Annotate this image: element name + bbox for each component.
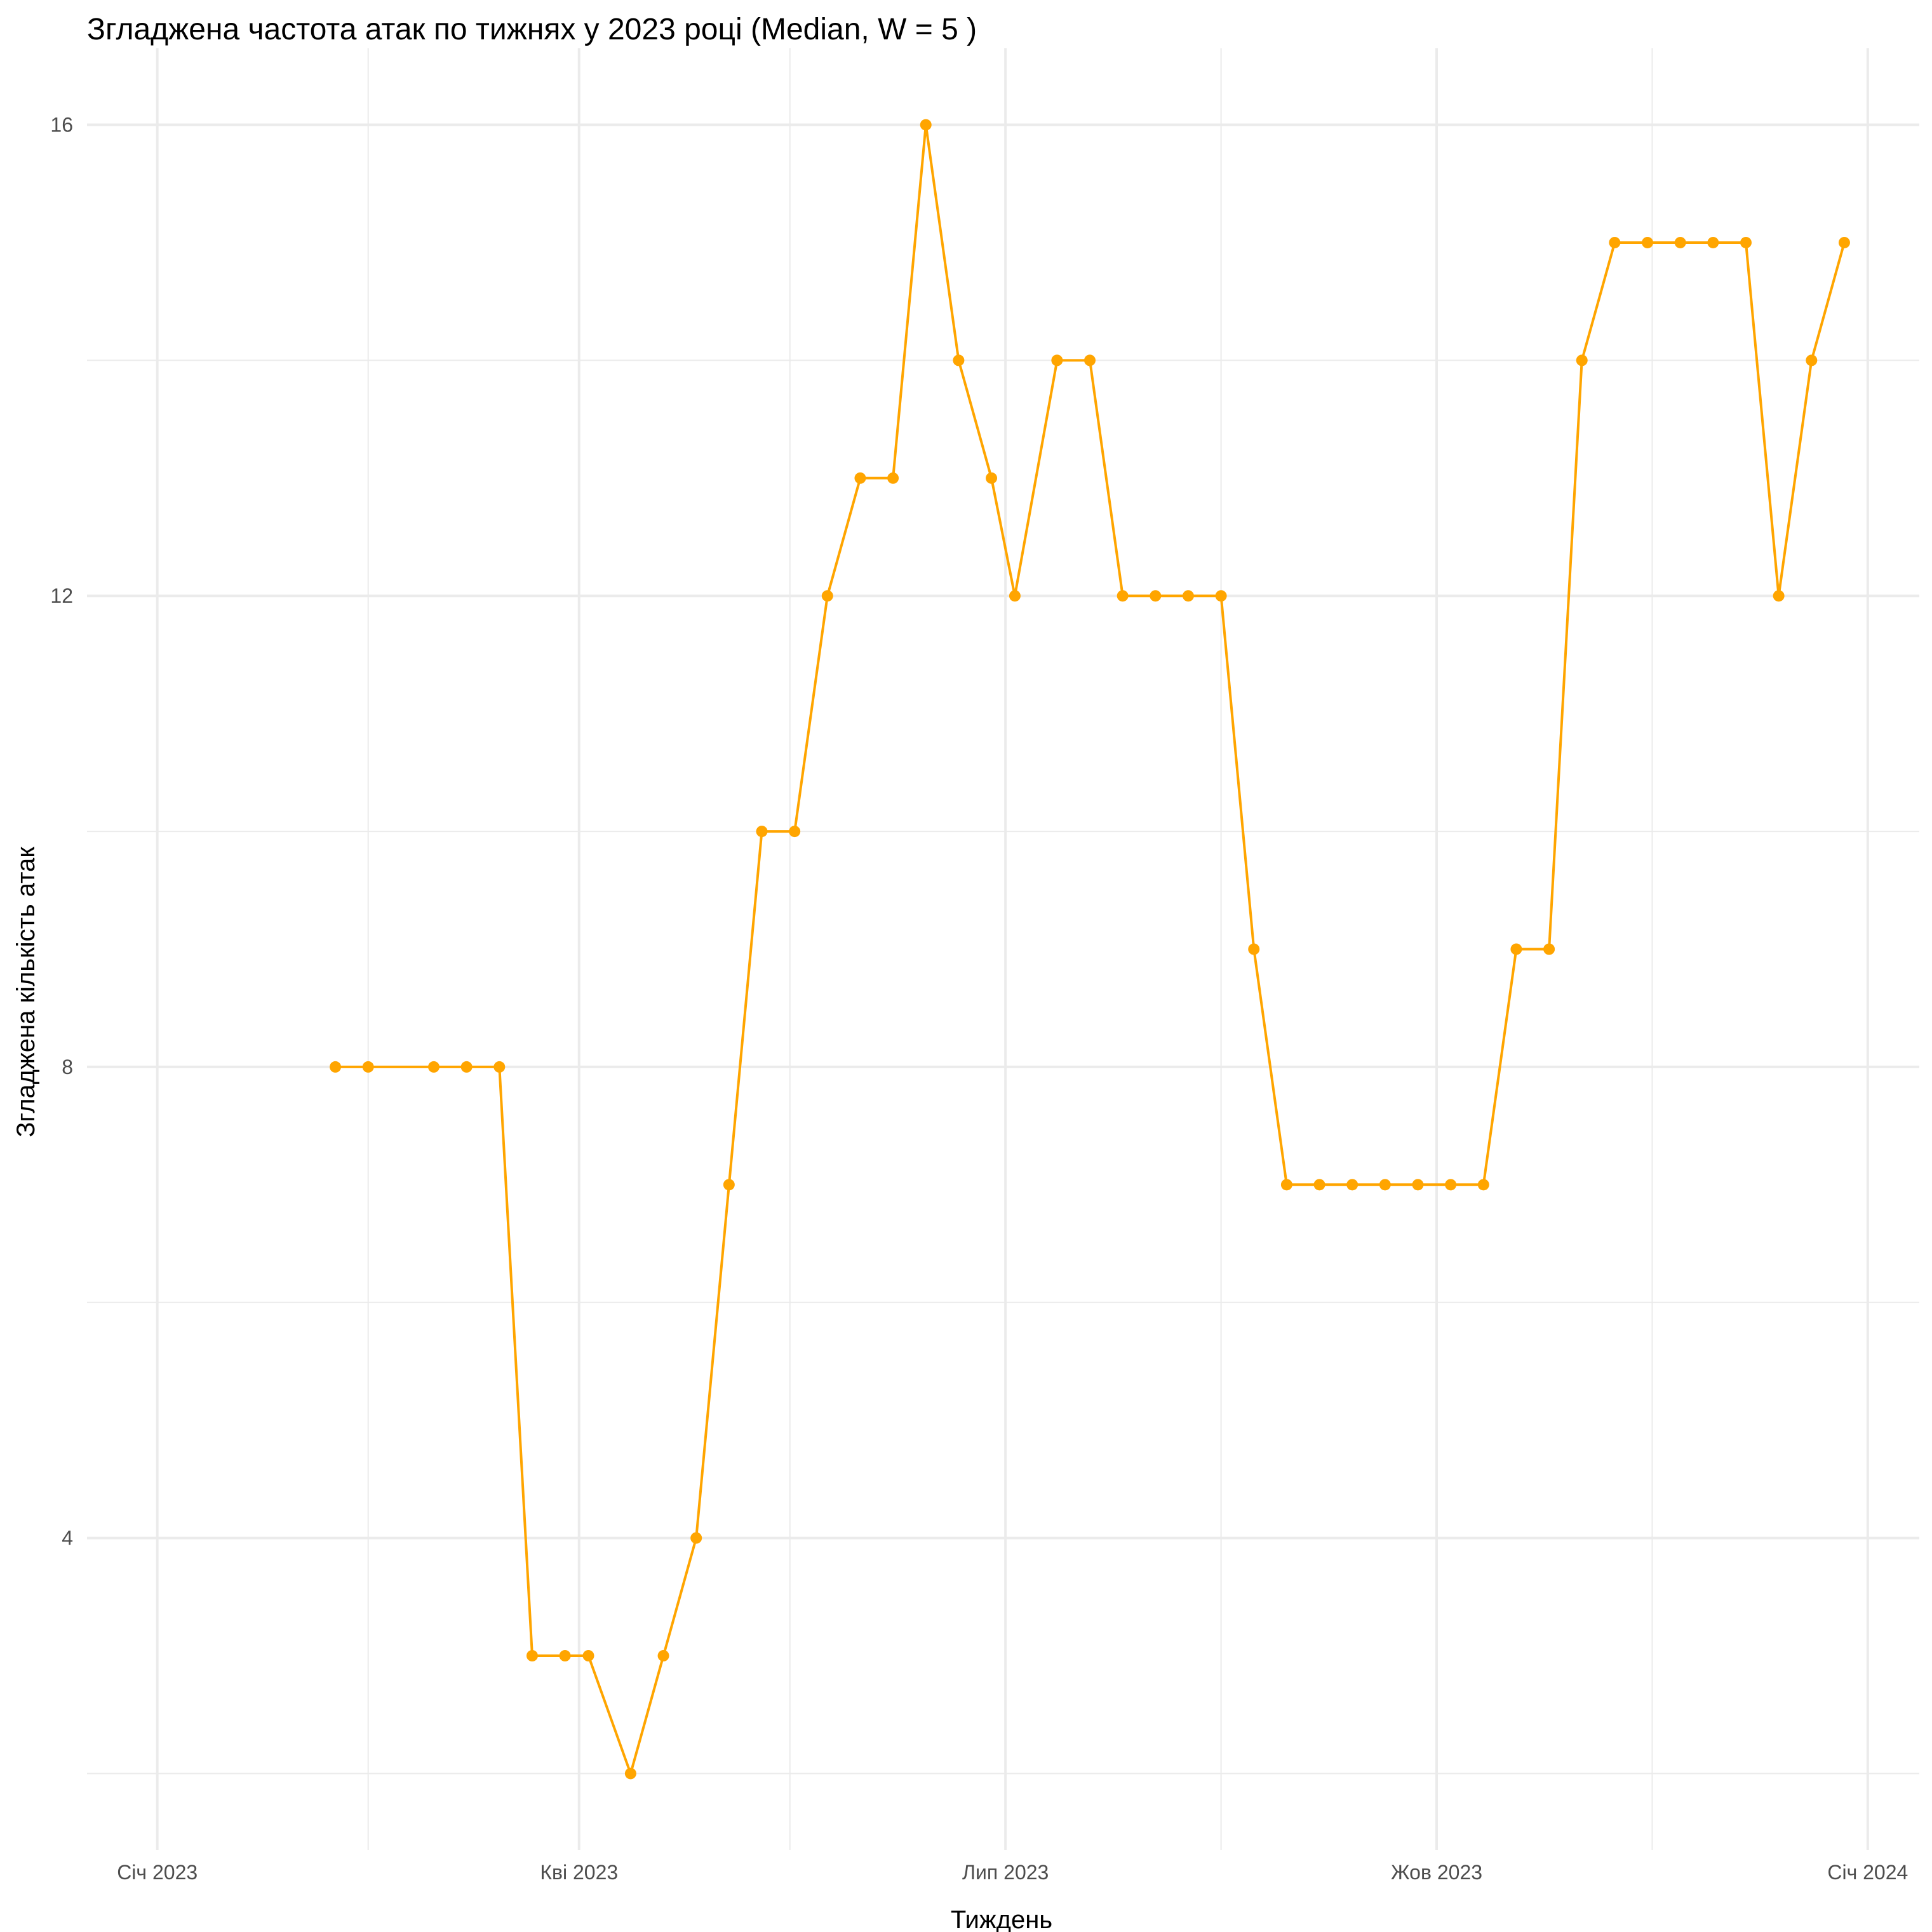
- chart-title: Згладжена частота атак по тижнях у 2023 …: [87, 13, 977, 46]
- data-point: [1806, 354, 1818, 366]
- data-point: [582, 1650, 594, 1662]
- data-point: [1412, 1179, 1424, 1191]
- data-point: [1150, 590, 1162, 602]
- x-axis: Січ 2023 Кві 2023 Лип 2023 Жов 2023 Січ 2024: [117, 1861, 1908, 1884]
- data-point: [1773, 590, 1785, 602]
- y-tick-label: 12: [50, 584, 73, 607]
- data-point: [1510, 943, 1522, 955]
- data-point: [460, 1061, 473, 1073]
- data-point: [1248, 943, 1260, 955]
- data-point: [1346, 1179, 1358, 1191]
- data-point: [1379, 1179, 1391, 1191]
- y-axis-title: Згладжена кількість атак: [12, 847, 40, 1137]
- x-tick-label: Січ 2023: [117, 1861, 198, 1884]
- y-tick-label: 4: [62, 1527, 73, 1550]
- data-point: [1009, 590, 1021, 602]
- data-point: [1674, 236, 1686, 248]
- y-tick-label: 16: [50, 114, 73, 137]
- x-axis-title: Тиждень: [951, 1906, 1052, 1932]
- data-point: [986, 472, 998, 484]
- data-point: [789, 826, 801, 838]
- x-tick-label: Січ 2024: [1827, 1861, 1908, 1884]
- data-point: [1477, 1179, 1489, 1191]
- data-point: [1445, 1179, 1457, 1191]
- data-point: [887, 472, 899, 484]
- x-tick-label: Жов 2023: [1391, 1861, 1482, 1884]
- data-point: [1543, 943, 1555, 955]
- data-point: [1609, 236, 1621, 248]
- data-point: [854, 472, 866, 484]
- data-point: [526, 1650, 538, 1662]
- data-point: [756, 826, 768, 838]
- data-point: [1313, 1179, 1325, 1191]
- data-point: [1182, 590, 1194, 602]
- data-point: [428, 1061, 440, 1073]
- series-median: [330, 119, 1850, 1780]
- data-point: [624, 1768, 636, 1780]
- x-tick-label: Лип 2023: [962, 1861, 1049, 1884]
- data-point: [690, 1532, 702, 1544]
- grid: [87, 48, 1919, 1850]
- data-point: [1642, 236, 1654, 248]
- data-point: [1051, 354, 1063, 366]
- series-line: [335, 123, 1846, 1775]
- data-point: [821, 590, 833, 602]
- y-axis: 4 8 12 16: [50, 114, 73, 1550]
- data-point: [493, 1061, 506, 1073]
- data-point: [1707, 236, 1719, 248]
- data-point: [1117, 590, 1129, 602]
- data-point: [1280, 1179, 1292, 1191]
- data-point: [1215, 590, 1227, 602]
- x-tick-label: Кві 2023: [540, 1861, 618, 1884]
- data-point: [723, 1179, 735, 1191]
- data-point: [920, 119, 932, 131]
- data-point: [362, 1061, 374, 1073]
- data-point: [1838, 236, 1850, 248]
- data-point: [953, 354, 965, 366]
- data-point: [657, 1650, 669, 1662]
- data-point: [559, 1650, 571, 1662]
- data-point: [1576, 354, 1588, 366]
- y-tick-label: 8: [62, 1056, 73, 1078]
- data-point: [1740, 236, 1752, 248]
- data-point: [1084, 354, 1096, 366]
- data-point: [330, 1061, 342, 1073]
